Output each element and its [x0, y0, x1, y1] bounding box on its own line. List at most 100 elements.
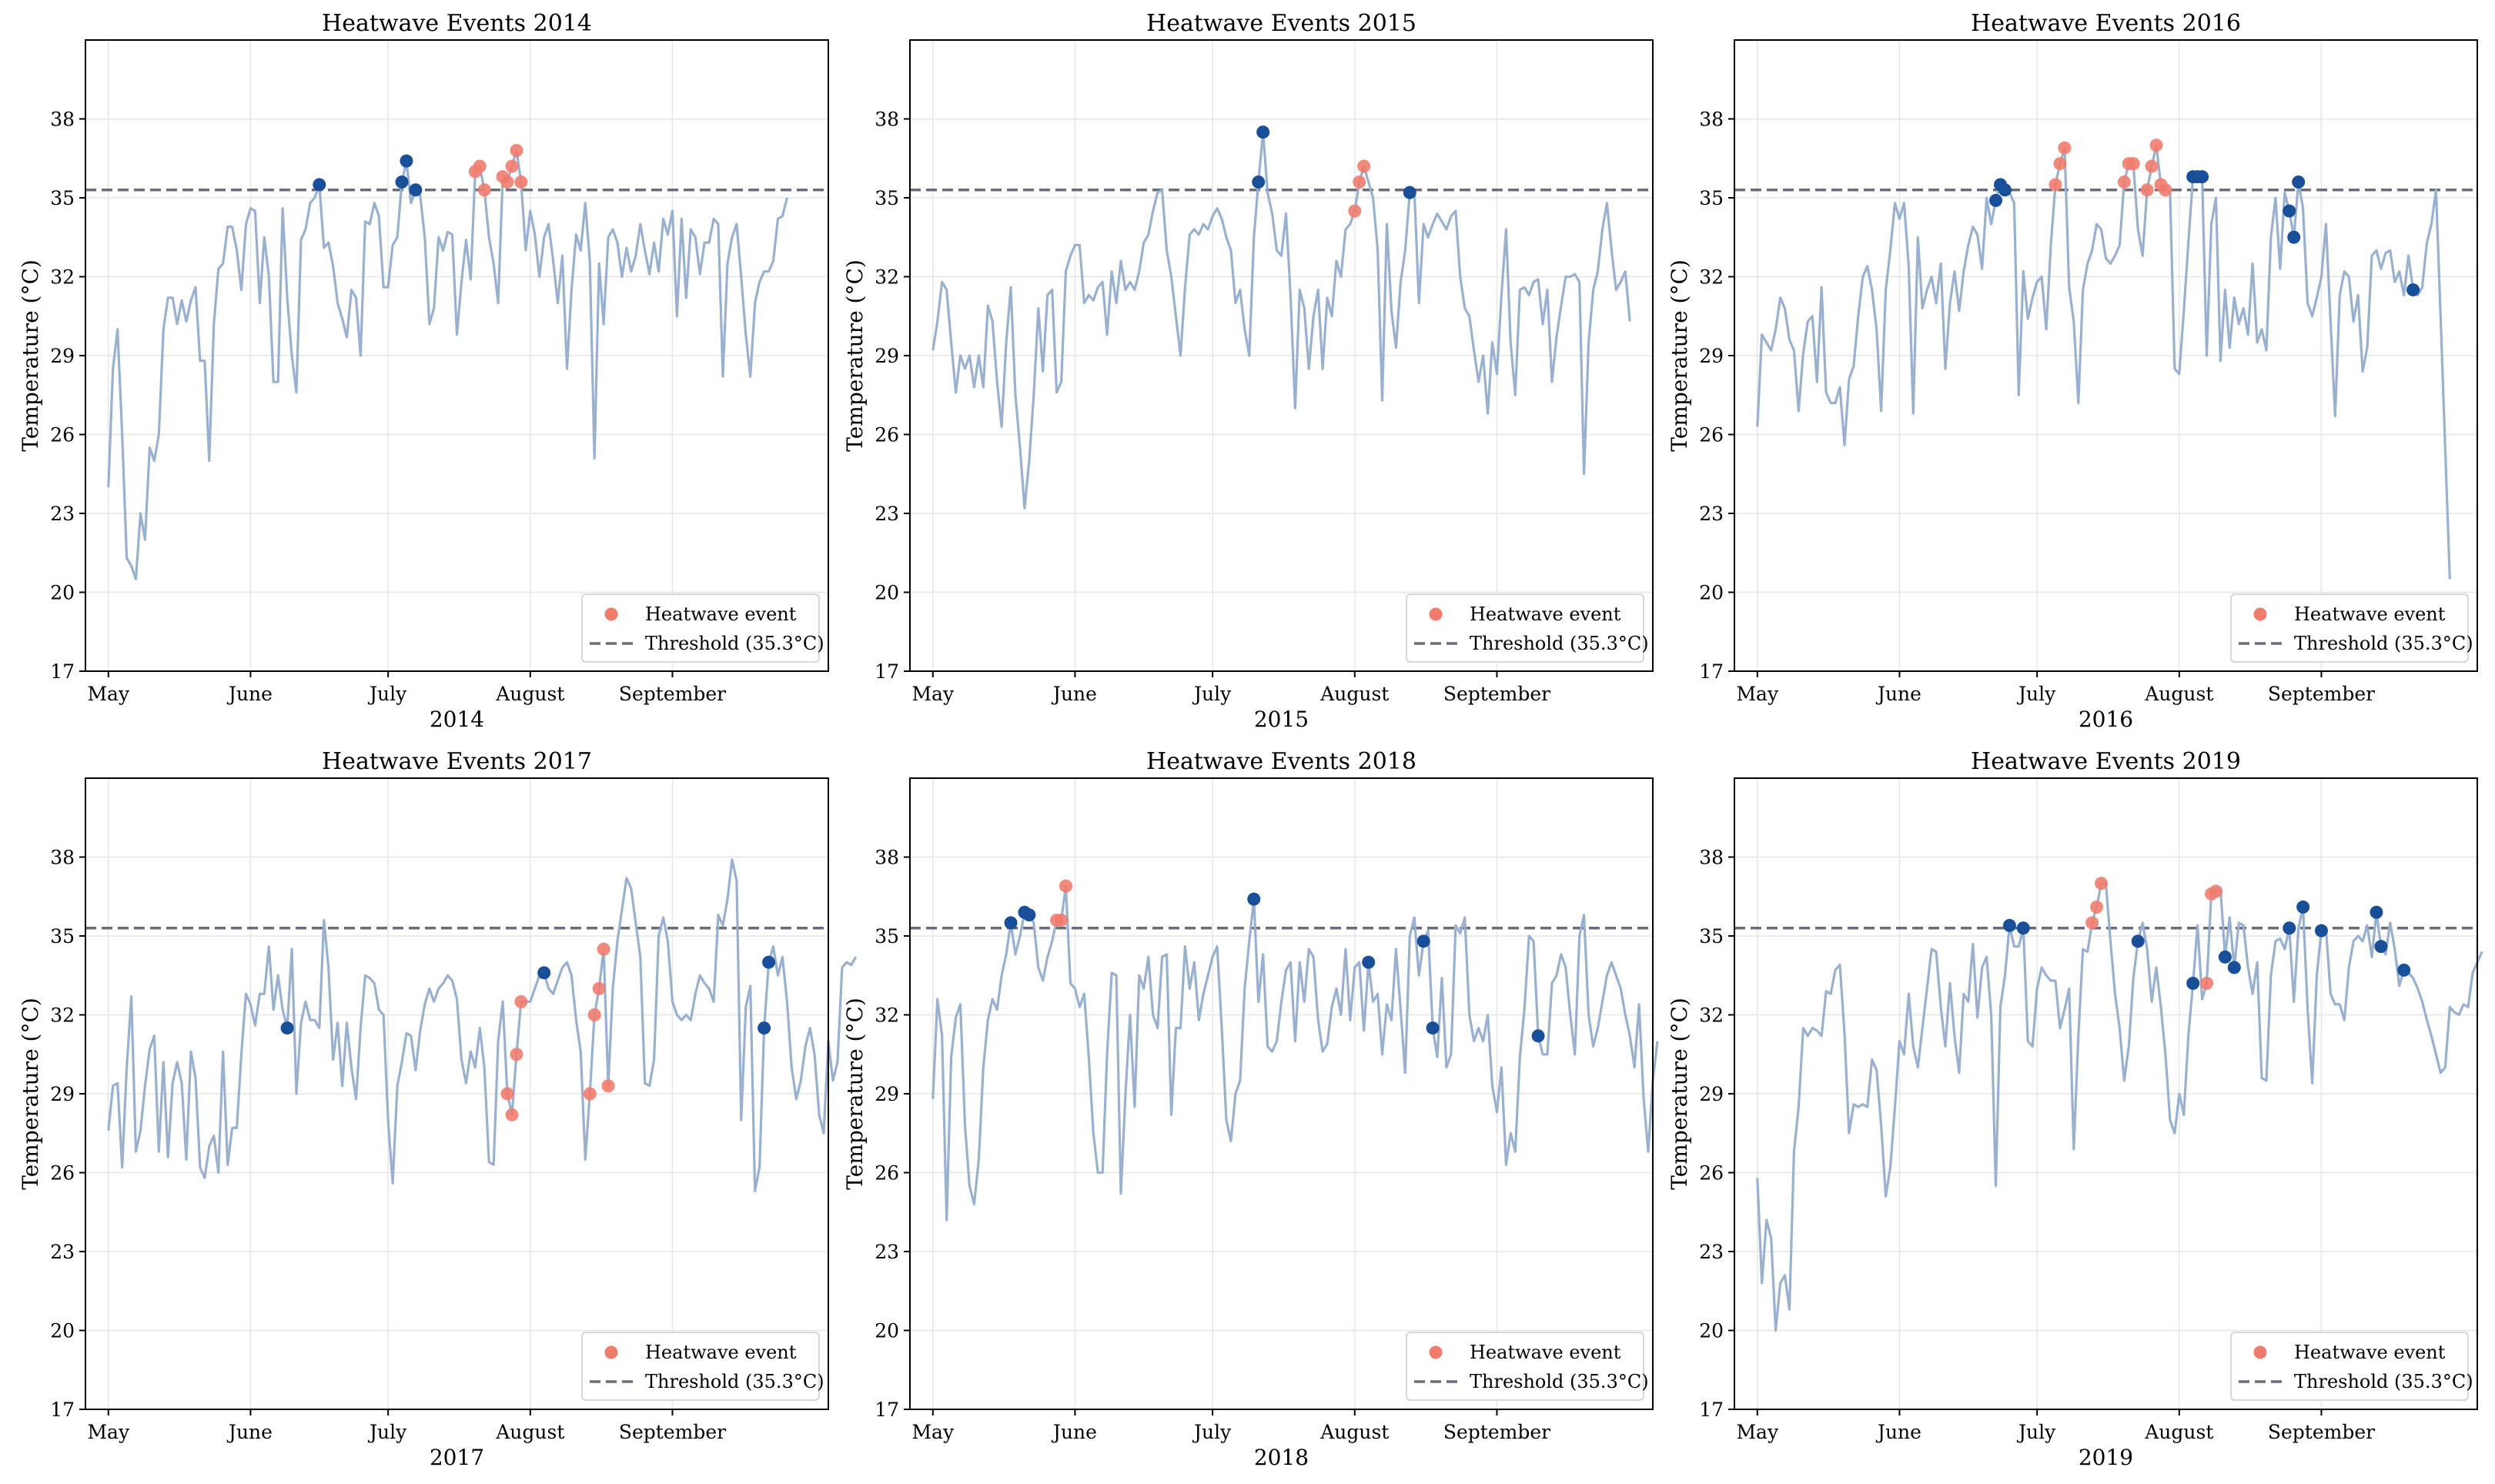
isolated-exceedance-point	[1022, 908, 1036, 922]
y-tick-label: 35	[875, 187, 899, 209]
isolated-exceedance-point	[2287, 230, 2301, 244]
isolated-exceedance-point	[395, 175, 409, 189]
x-tick-label: September	[2268, 683, 2375, 705]
isolated-exceedance-point	[280, 1021, 294, 1035]
legend-heatwave-marker	[1429, 1345, 1443, 1359]
legend-box	[581, 593, 820, 663]
isolated-exceedance-point	[1426, 1021, 1440, 1035]
y-tick-label: 17	[1699, 1399, 1724, 1421]
y-tick-label: 35	[1699, 925, 1724, 948]
temperature-series-line	[107, 149, 788, 581]
heatwave-event-point	[2140, 183, 2154, 197]
y-tick-label: 26	[1699, 1162, 1724, 1185]
x-tick-label: June	[1875, 1421, 1921, 1443]
y-axis-label: Temperature (°C)	[1667, 998, 1692, 1190]
y-tick-label: 29	[50, 345, 75, 367]
chart-title: Heatwave Events 2018	[1146, 748, 1416, 775]
heatwave-event-point	[510, 144, 523, 157]
x-tick-label: August	[2144, 683, 2213, 705]
heatwave-event-point	[514, 175, 528, 189]
isolated-exceedance-point	[2314, 924, 2328, 938]
legend-box	[2230, 1332, 2469, 1401]
x-axis-label: 2015	[1254, 707, 1309, 732]
legend-heatwave-label: Heatwave event	[645, 603, 797, 625]
y-tick-label: 23	[1699, 503, 1724, 525]
legend-threshold-label: Threshold (35.3°C)	[1470, 633, 1649, 654]
x-tick-label: July	[2016, 1421, 2056, 1443]
legend-threshold-label: Threshold (35.3°C)	[645, 633, 824, 654]
chart-panel-3: 17 20 23 26 29 32 35 38 May June July August Septemb…	[1667, 10, 2478, 732]
heatwave-event-point	[592, 981, 606, 995]
y-axis-label: Temperature (°C)	[1667, 259, 1692, 452]
chart-panel-2: 17 20 23 26 29 32 35 38 May June July August Septemb…	[842, 10, 1654, 732]
chart-panel-6: 17 20 23 26 29 32 35 38 May June July August Septemb…	[1667, 748, 2483, 1470]
x-tick-label: September	[619, 683, 726, 705]
heatwave-event-point	[505, 1108, 519, 1121]
isolated-exceedance-point	[758, 1021, 771, 1035]
isolated-exceedance-point	[2218, 950, 2232, 964]
y-tick-label: 29	[875, 1083, 899, 1105]
isolated-exceedance-point	[762, 955, 776, 969]
isolated-exceedance-point	[2196, 170, 2209, 184]
isolated-exceedance-point	[2406, 283, 2420, 297]
y-tick-label: 38	[1699, 847, 1724, 869]
x-tick-label: September	[1443, 1421, 1550, 1443]
x-axis-label: 2019	[2079, 1445, 2133, 1470]
heatwave-event-point	[500, 1087, 514, 1101]
heatwave-event-point	[583, 1087, 597, 1101]
heatwave-event-point	[500, 175, 514, 189]
temperature-series-line	[931, 884, 1659, 1222]
x-tick-label: June	[1875, 683, 1921, 705]
x-tick-label: May	[87, 1421, 130, 1443]
heatwave-event-point	[477, 183, 491, 197]
isolated-exceedance-point	[2370, 905, 2383, 919]
heatwave-event-point	[2090, 900, 2104, 914]
y-axis-label: Temperature (°C)	[842, 259, 868, 452]
y-tick-label: 32	[50, 1004, 75, 1027]
isolated-exceedance-point	[1403, 186, 1416, 199]
isolated-exceedance-point	[2397, 963, 2411, 977]
legend-heatwave-label: Heatwave event	[2294, 603, 2446, 625]
legend-threshold-label: Threshold (35.3°C)	[1470, 1371, 1649, 1392]
isolated-exceedance-point	[2374, 940, 2388, 954]
y-tick-label: 23	[875, 1241, 899, 1263]
legend: Heatwave event Threshold (35.3°C)	[581, 593, 824, 663]
x-tick-label: June	[1051, 683, 1097, 705]
legend: Heatwave event Threshold (35.3°C)	[1406, 593, 1649, 663]
heatwave-event-point	[505, 159, 519, 173]
legend-box	[2230, 593, 2469, 663]
isolated-exceedance-point	[409, 183, 423, 197]
y-tick-label: 23	[50, 1241, 75, 1263]
temperature-series-line	[931, 131, 1631, 510]
chart-title: Heatwave Events 2015	[1146, 10, 1416, 37]
chart-title: Heatwave Events 2014	[322, 10, 592, 37]
heatwave-event-point	[1357, 159, 1371, 173]
y-tick-label: 35	[50, 925, 75, 948]
heatwave-event-point	[2095, 877, 2109, 891]
heatwave-event-point	[1348, 204, 1362, 218]
y-tick-label: 17	[1699, 660, 1724, 683]
legend-threshold-label: Threshold (35.3°C)	[645, 1371, 824, 1392]
y-tick-label: 29	[875, 345, 899, 367]
heatwave-event-point	[2149, 139, 2163, 152]
temperature-series-line	[1756, 144, 2451, 580]
x-tick-label: May	[1736, 1421, 1779, 1443]
y-tick-label: 32	[875, 266, 899, 289]
x-tick-label: August	[495, 683, 564, 705]
y-tick-label: 20	[1699, 1320, 1724, 1342]
isolated-exceedance-point	[1989, 193, 2003, 207]
legend-heatwave-label: Heatwave event	[1470, 603, 1621, 625]
x-tick-label: July	[1192, 683, 1232, 705]
y-tick-label: 20	[875, 1320, 899, 1342]
legend-box	[1406, 1332, 1644, 1401]
heatwave-event-point	[2209, 884, 2222, 898]
y-axis-label: Temperature (°C)	[18, 998, 43, 1190]
y-tick-label: 17	[50, 1399, 75, 1421]
x-tick-label: August	[1319, 1421, 1389, 1443]
y-tick-label: 23	[1699, 1241, 1724, 1263]
isolated-exceedance-point	[400, 154, 413, 168]
temperature-series-line	[107, 858, 858, 1193]
x-tick-label: July	[367, 683, 407, 705]
isolated-exceedance-point	[2283, 204, 2296, 218]
chart-panel-1: 17 20 23 26 29 32 35 38 May June July August Septemb…	[18, 10, 829, 732]
